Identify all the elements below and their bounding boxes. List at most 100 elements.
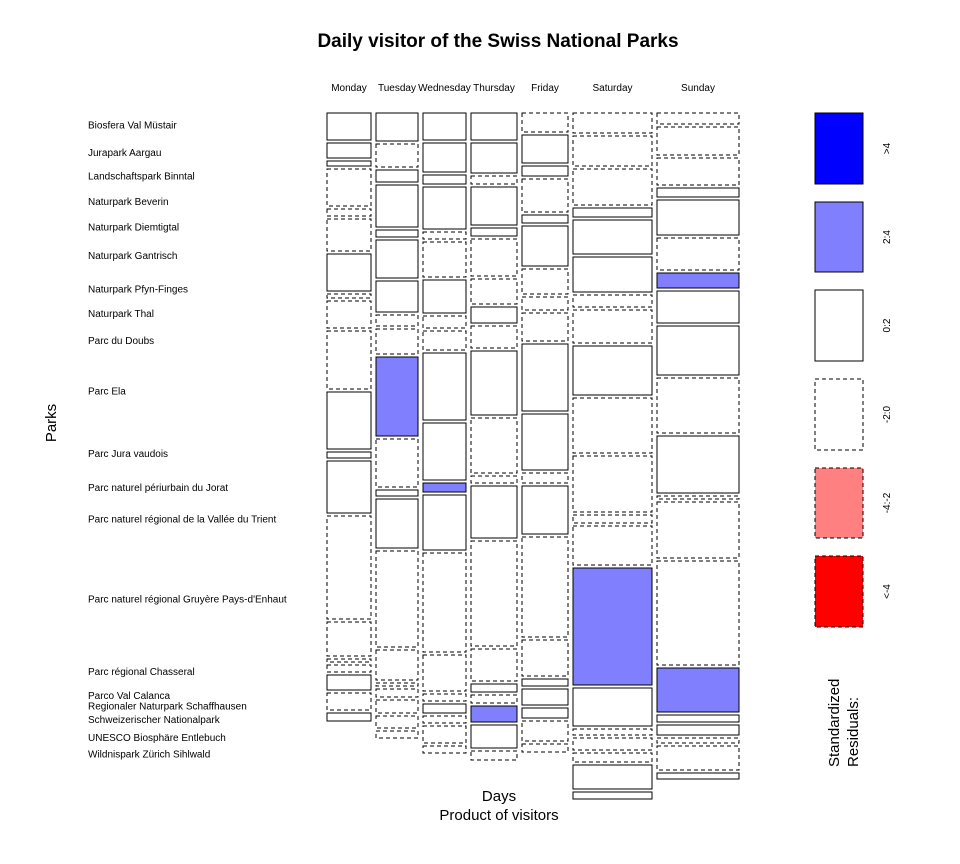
mosaic-cell (326, 330, 372, 390)
mosaic-cell (656, 237, 740, 271)
park-label: Parc Jura vaudois (88, 449, 168, 460)
mosaic-cell (422, 330, 467, 351)
legend-swatch (814, 467, 864, 539)
mosaic-cell (470, 306, 518, 324)
day-label: Tuesday (378, 83, 416, 94)
mosaic-cell (422, 745, 467, 754)
mosaic-cell (375, 328, 419, 355)
mosaic-cell (521, 178, 569, 213)
mosaic-cell (470, 417, 518, 474)
legend-label: >4 (882, 142, 893, 154)
mosaic-cell (422, 279, 467, 314)
mosaic-cell (326, 451, 372, 459)
park-label: Parc naturel régional Gruyère Pays-d'Enh… (88, 594, 287, 605)
mosaic-cell (422, 174, 467, 185)
mosaic-cell (422, 552, 467, 653)
mosaic-cell (326, 208, 372, 217)
mosaic-cell (656, 126, 740, 156)
park-label: Parc Ela (88, 387, 126, 398)
park-label: Naturpark Diemtigtal (88, 223, 179, 234)
mosaic-cell (326, 692, 372, 711)
mosaic-cell (375, 730, 419, 739)
day-labels: Monday Tuesday Wednesday Thursday Friday Satu… (331, 83, 715, 94)
mosaic-cell (422, 422, 467, 481)
mosaic-cell (422, 725, 467, 744)
park-label: Parc du Doubs (88, 336, 154, 347)
mosaic-cell (326, 112, 372, 141)
mosaic-cell (375, 699, 419, 714)
mosaic-cell (470, 142, 518, 174)
mosaic-cell (470, 325, 518, 349)
mosaic-cell (375, 280, 419, 313)
mosaic-cell (375, 498, 419, 549)
mosaic-cell (521, 720, 569, 742)
mosaic-cell (572, 687, 653, 727)
mosaic-cell (326, 218, 372, 252)
mosaic-cell (572, 112, 653, 134)
mosaic-cells (326, 112, 740, 800)
mosaic-cell (521, 165, 569, 177)
mosaic-cell (470, 705, 518, 723)
mosaic-cell (656, 325, 740, 376)
legend-swatch (814, 555, 864, 628)
mosaic-cell (470, 540, 518, 647)
mosaic-cell (656, 187, 740, 198)
mosaic-cell (326, 253, 372, 292)
mosaic-cell (656, 745, 740, 771)
legend-label: 2:4 (882, 230, 893, 244)
mosaic-cell (470, 175, 518, 185)
mosaic-cell (375, 489, 419, 497)
mosaic-cell (422, 315, 467, 329)
legend-title-line1: Standardized (826, 679, 843, 767)
mosaic-cell (470, 648, 518, 682)
mosaic-cell (470, 694, 518, 704)
mosaic-cell (422, 186, 467, 230)
mosaic-cell (422, 703, 467, 714)
mosaic-cell (375, 184, 419, 228)
mosaic-cell (470, 227, 518, 237)
park-label: Parc naturel régional de la Vallée du Tr… (88, 515, 276, 526)
mosaic-cell (375, 239, 419, 279)
mosaic-cell (422, 482, 467, 493)
mosaic-cell (656, 560, 740, 666)
legend-label: 0:2 (882, 318, 893, 332)
mosaic-cell (375, 229, 419, 238)
legend-swatch (814, 378, 864, 451)
mosaic-cell (572, 728, 653, 736)
mosaic-cell (656, 772, 740, 780)
park-label: Landschaftspark Binntal (88, 172, 195, 183)
mosaic-cell (656, 377, 740, 434)
mosaic-cell (375, 682, 419, 687)
park-label: Schweizerischer Nationalpark (88, 715, 221, 726)
mosaic-cell (521, 639, 569, 677)
mosaic-cell (422, 654, 467, 692)
park-label: Naturpark Gantrisch (88, 251, 177, 262)
mosaic-cell (326, 621, 372, 657)
mosaic-cell (572, 168, 653, 206)
mosaic-cell (572, 791, 653, 800)
legend-label: -2:0 (882, 405, 893, 423)
mosaic-cell (470, 683, 518, 693)
park-label: UNESCO Biosphäre Entlebuch (88, 733, 226, 744)
mosaic-cell (656, 272, 740, 289)
mosaic-cell (422, 231, 467, 240)
legend-label: -4:-2 (882, 492, 893, 513)
mosaic-cell (326, 674, 372, 691)
day-label: Thursday (473, 83, 515, 94)
mosaic-cell (375, 438, 419, 488)
mosaic-cell (521, 472, 569, 484)
mosaic-cell (326, 293, 372, 299)
mosaic-cell (521, 268, 569, 295)
mosaic-cell (572, 737, 653, 751)
legend-swatch (814, 201, 864, 273)
mosaic-cell (572, 514, 653, 524)
mosaic-cell (521, 678, 569, 687)
mosaic-cell (375, 715, 419, 729)
mosaic-cell (422, 241, 467, 278)
mosaic-cell (572, 135, 653, 167)
mosaic-cell (375, 356, 419, 437)
mosaic-cell (572, 207, 653, 218)
mosaic-cell (375, 550, 419, 648)
park-label: Parc régional Chasseral (88, 667, 195, 678)
